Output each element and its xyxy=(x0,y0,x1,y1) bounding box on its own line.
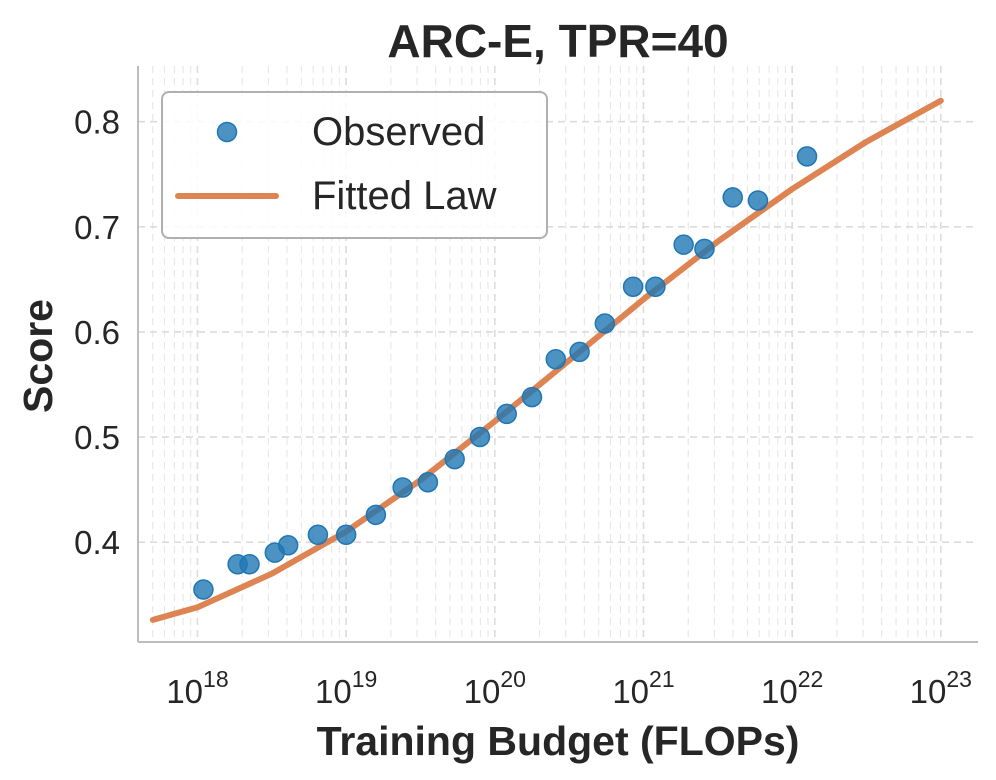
observed-point xyxy=(569,341,590,363)
axes-spines xyxy=(137,66,978,643)
y-tick-label: 0.5 xyxy=(74,419,120,456)
y-tick-label: 0.8 xyxy=(74,104,120,141)
observed-point xyxy=(392,477,413,498)
observed-point xyxy=(365,504,387,526)
legend-marker-observed xyxy=(216,121,238,143)
observed-point xyxy=(469,426,491,448)
observed-series xyxy=(193,146,818,600)
y-axis-label: Score xyxy=(15,299,61,413)
y-tick-label: 0.4 xyxy=(74,524,120,561)
y-tick-label: 0.6 xyxy=(74,314,120,351)
observed-point xyxy=(521,386,543,408)
chart-title: ARC-E, TPR=40 xyxy=(387,15,728,67)
y-tick-label: 0.7 xyxy=(74,209,120,246)
observed-point xyxy=(496,403,517,425)
x-tick-label: 1021 xyxy=(612,666,674,710)
x-tick-label: 1020 xyxy=(464,666,526,710)
observed-point xyxy=(796,146,818,167)
observed-point xyxy=(747,190,769,211)
observed-point xyxy=(645,276,666,297)
observed-point xyxy=(694,238,715,260)
observed-point xyxy=(335,524,357,546)
x-tick-label: 1018 xyxy=(166,666,228,710)
x-axis-label: Training Budget (FLOPs) xyxy=(317,718,800,764)
observed-point xyxy=(193,579,214,600)
observed-point xyxy=(622,276,644,297)
observed-point xyxy=(722,187,743,208)
observed-point xyxy=(239,553,260,575)
x-tick-label: 1023 xyxy=(910,666,972,710)
legend-frame xyxy=(161,91,548,239)
legend-label-fitted-law: Fitted Law xyxy=(312,174,497,218)
observed-point xyxy=(545,349,567,370)
x-tick-label: 1022 xyxy=(761,666,823,710)
observed-point xyxy=(307,524,329,546)
x-tick-label: 1019 xyxy=(315,666,377,710)
legend-label-observed: Observed xyxy=(312,110,485,154)
observed-point xyxy=(594,313,616,334)
observed-point xyxy=(417,471,439,493)
tick-labels: 1018 1019 1020 1021 1022 1023 0.4 0.5 0.6 0.7 0.8 xyxy=(74,104,972,710)
observed-point xyxy=(444,448,465,470)
observed-point xyxy=(277,535,299,556)
legend: Observed Fitted Law xyxy=(161,91,548,239)
observed-point xyxy=(673,234,694,255)
